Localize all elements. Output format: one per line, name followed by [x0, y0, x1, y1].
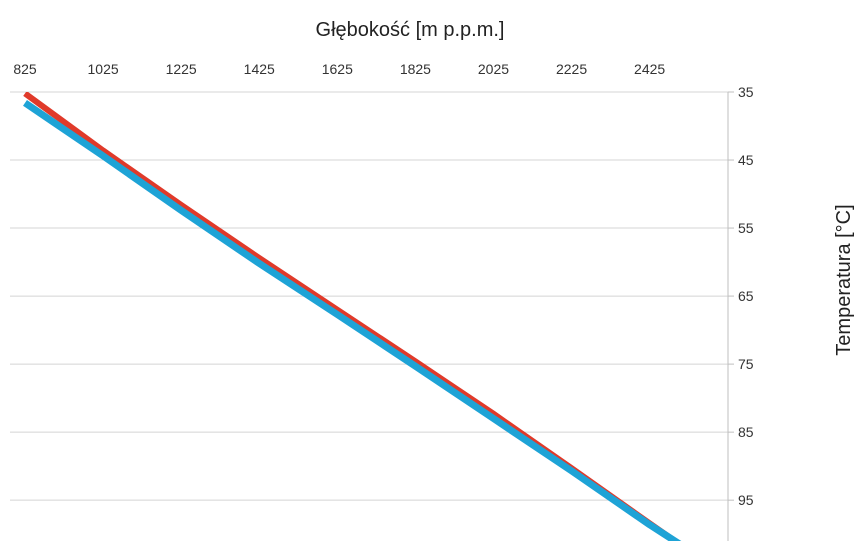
x-tick-label: 2225: [556, 61, 587, 77]
series-line-1: [23, 92, 681, 541]
y-axis-title: Temperatura [°C]: [833, 204, 855, 355]
x-tick-label: 1625: [322, 61, 353, 77]
series: [23, 92, 682, 541]
y-tick-label: 35: [738, 84, 754, 100]
x-tick-label: 825: [13, 61, 37, 77]
y-tick-label: 85: [738, 424, 754, 440]
x-tick-label: 1025: [88, 61, 119, 77]
x-tick-label: 1425: [244, 61, 275, 77]
x-tick-labels: 825 1025 1225 1425 1625 1825 2025 2225 2425: [13, 61, 665, 77]
y-tick-label: 95: [738, 492, 754, 508]
gridlines: [10, 91, 734, 501]
y-tick-label: 45: [738, 152, 754, 168]
y-tick-labels: 35 45 55 65 75 85 95: [738, 84, 754, 508]
y-tick-label: 65: [738, 288, 754, 304]
series-line-2: [23, 100, 682, 541]
y-tick-label: 75: [738, 356, 754, 372]
x-tick-label: 2425: [634, 61, 665, 77]
x-axis-title: Głębokość [m p.p.m.]: [316, 19, 505, 41]
x-tick-label: 1825: [400, 61, 431, 77]
y-tick-label: 55: [738, 220, 754, 236]
x-tick-label: 2025: [478, 61, 509, 77]
x-tick-label: 1225: [166, 61, 197, 77]
